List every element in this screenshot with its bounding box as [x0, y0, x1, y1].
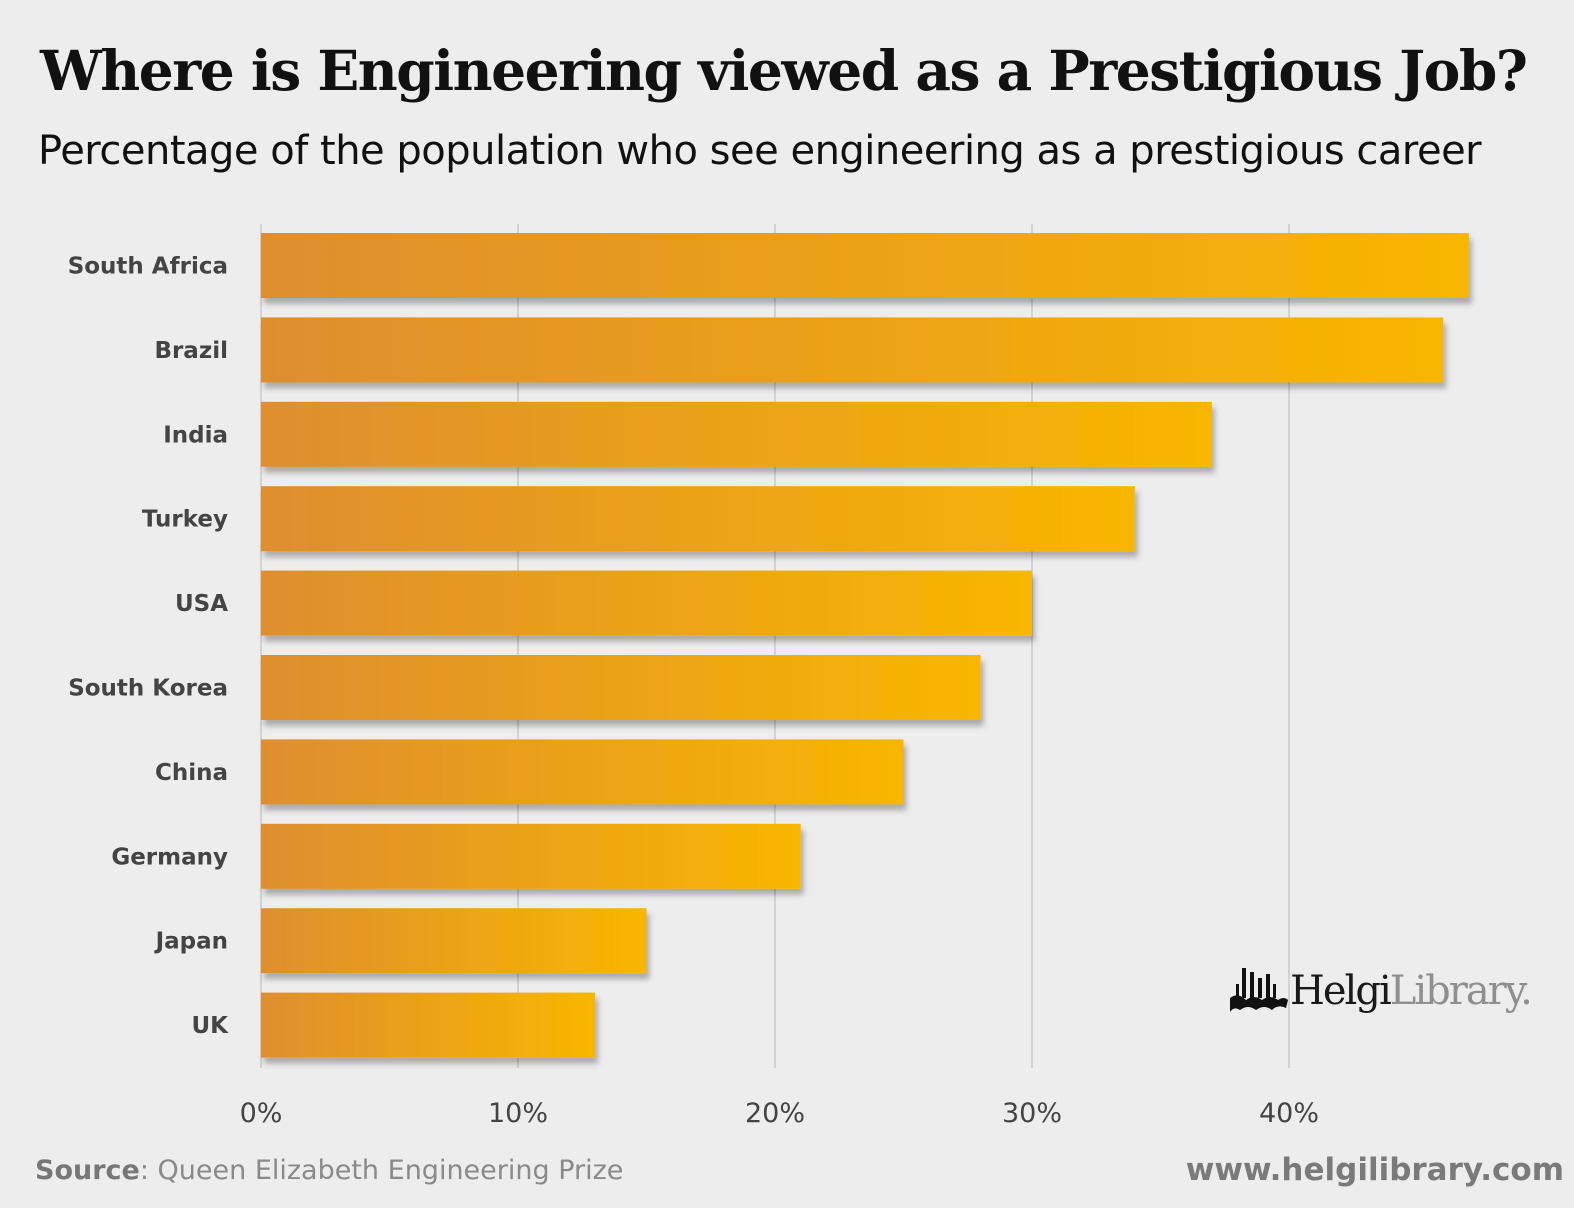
- bars: [261, 233, 1469, 1058]
- bar-south-africa: [261, 233, 1469, 298]
- source-note: Source: Queen Elizabeth Engineering Priz…: [35, 1155, 623, 1186]
- bar-usa: [261, 570, 1032, 636]
- x-tick-label: 0%: [240, 1098, 283, 1129]
- category-labels: South Africa Brazil India Turkey USA South Ko…: [68, 254, 229, 1040]
- x-tick-label: 20%: [745, 1098, 805, 1129]
- source-label: Source: [35, 1155, 140, 1186]
- website-url[interactable]: www.helgilibrary.com: [1185, 1152, 1564, 1188]
- bar-japan: [261, 908, 647, 974]
- x-tick-label: 40%: [1259, 1098, 1319, 1129]
- category-label: South Korea: [68, 676, 228, 702]
- category-label: UK: [192, 1013, 230, 1039]
- helgi-library-bars-icon: [1230, 968, 1288, 1012]
- category-label: South Africa: [68, 254, 228, 280]
- source-text: : Queen Elizabeth Engineering Prize: [139, 1155, 624, 1186]
- bar-turkey: [261, 486, 1135, 552]
- bar-china: [261, 739, 904, 805]
- category-label: China: [155, 760, 228, 786]
- category-label: Japan: [154, 929, 228, 955]
- category-label: Germany: [111, 844, 228, 870]
- chart-title: Where is Engineering viewed as a Prestig…: [40, 38, 1528, 103]
- x-tick-label: 10%: [488, 1098, 548, 1129]
- category-label: Turkey: [142, 507, 228, 533]
- logo-helgi-text: Helgi: [1290, 968, 1392, 1014]
- category-label: USA: [175, 591, 228, 617]
- bar-south-korea: [261, 655, 981, 720]
- logo-library-text: Library.: [1389, 968, 1533, 1014]
- bar-germany: [261, 823, 801, 889]
- helgi-library-logo: Helgi Library.: [1228, 962, 1533, 1020]
- bar-india: [261, 401, 1212, 467]
- bar-uk: [261, 992, 596, 1058]
- chart-subtitle: Percentage of the population who see eng…: [38, 128, 1482, 174]
- bar-brazil: [261, 317, 1444, 383]
- x-tick-label: 30%: [1002, 1098, 1062, 1129]
- category-label: India: [163, 422, 228, 448]
- category-label: Brazil: [154, 338, 228, 364]
- x-tick-labels: 0% 10% 20% 30% 40%: [240, 1098, 1319, 1129]
